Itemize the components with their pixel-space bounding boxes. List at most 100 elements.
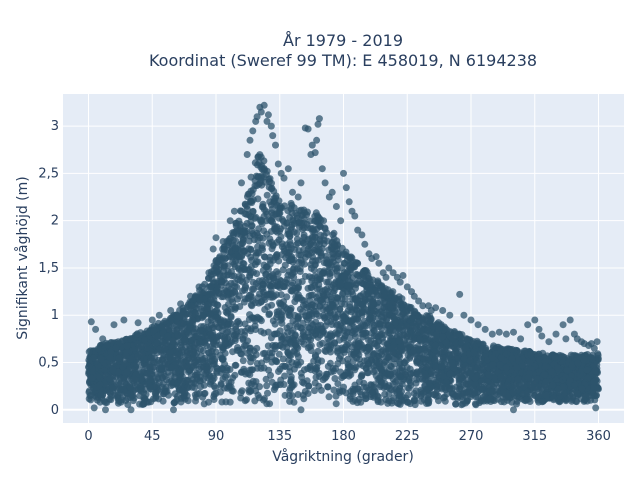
data-point bbox=[291, 348, 298, 355]
data-point bbox=[396, 358, 404, 366]
data-point bbox=[330, 386, 338, 394]
data-point bbox=[333, 267, 341, 275]
data-point bbox=[267, 228, 275, 235]
data-point bbox=[356, 388, 364, 396]
data-point bbox=[395, 337, 403, 345]
data-point bbox=[118, 396, 126, 404]
data-point bbox=[425, 353, 433, 361]
data-point bbox=[123, 342, 131, 350]
data-point bbox=[258, 297, 266, 305]
data-point bbox=[488, 381, 496, 389]
data-point bbox=[396, 382, 404, 390]
data-point bbox=[340, 335, 348, 343]
data-point bbox=[268, 179, 275, 187]
data-point bbox=[308, 301, 316, 309]
data-point bbox=[401, 368, 409, 376]
data-point bbox=[334, 320, 341, 328]
data-point bbox=[258, 165, 266, 173]
data-point bbox=[244, 337, 252, 345]
data-point bbox=[514, 375, 522, 383]
data-point bbox=[346, 392, 354, 400]
data-point bbox=[234, 276, 242, 283]
data-point bbox=[220, 248, 228, 256]
data-point bbox=[262, 375, 270, 383]
data-point bbox=[174, 352, 182, 359]
data-point bbox=[269, 317, 277, 325]
data-point bbox=[594, 384, 602, 392]
data-point bbox=[178, 319, 185, 327]
data-point bbox=[307, 336, 315, 344]
data-point bbox=[189, 319, 197, 326]
data-point bbox=[133, 330, 141, 338]
data-point bbox=[143, 344, 151, 352]
data-point bbox=[294, 361, 302, 369]
data-point bbox=[183, 392, 191, 400]
data-point bbox=[339, 311, 347, 319]
data-point bbox=[268, 205, 276, 213]
data-point bbox=[330, 229, 338, 237]
data-point bbox=[337, 281, 345, 288]
data-point bbox=[192, 397, 199, 405]
data-point bbox=[528, 383, 536, 391]
data-point bbox=[373, 342, 381, 350]
data-point bbox=[265, 311, 273, 319]
data-point bbox=[229, 229, 237, 237]
data-point bbox=[331, 284, 339, 292]
data-point bbox=[567, 351, 575, 359]
data-point bbox=[214, 314, 222, 322]
data-point bbox=[384, 354, 392, 362]
data-point bbox=[252, 252, 260, 260]
data-point bbox=[308, 327, 316, 334]
data-point bbox=[294, 391, 302, 398]
data-point bbox=[380, 303, 388, 311]
data-point bbox=[318, 357, 326, 365]
data-point bbox=[583, 366, 591, 374]
data-point bbox=[199, 356, 206, 364]
data-point bbox=[318, 270, 326, 277]
data-point bbox=[268, 378, 276, 386]
data-point bbox=[334, 252, 342, 260]
data-point bbox=[232, 361, 240, 369]
data-point bbox=[153, 339, 161, 347]
data-point bbox=[193, 371, 201, 379]
data-point bbox=[296, 268, 304, 275]
data-point bbox=[132, 360, 140, 368]
data-point bbox=[167, 364, 175, 372]
data-point bbox=[301, 272, 309, 280]
data-point bbox=[304, 284, 312, 292]
data-point bbox=[457, 385, 465, 393]
data-point bbox=[236, 303, 244, 310]
data-point bbox=[289, 269, 297, 277]
data-point bbox=[289, 317, 297, 325]
data-point bbox=[377, 320, 385, 328]
data-point bbox=[343, 256, 351, 264]
data-point bbox=[555, 388, 563, 396]
data-point bbox=[153, 370, 161, 378]
data-point bbox=[288, 201, 296, 209]
data-point bbox=[404, 398, 412, 406]
data-point bbox=[219, 366, 227, 374]
data-point bbox=[373, 359, 381, 367]
data-point bbox=[439, 372, 447, 380]
data-point bbox=[254, 237, 262, 244]
data-point bbox=[413, 376, 420, 383]
data-point bbox=[150, 327, 158, 335]
data-point bbox=[526, 359, 534, 367]
data-point bbox=[325, 393, 333, 401]
data-point bbox=[211, 300, 219, 308]
data-point bbox=[268, 349, 276, 357]
data-point bbox=[395, 364, 403, 372]
data-point bbox=[112, 344, 120, 352]
data-point bbox=[150, 395, 157, 403]
data-point bbox=[257, 172, 265, 180]
data-point bbox=[216, 332, 224, 340]
data-point bbox=[360, 383, 368, 391]
data-point bbox=[370, 327, 378, 335]
data-point bbox=[233, 283, 241, 291]
data-point bbox=[259, 203, 267, 211]
data-point bbox=[363, 369, 371, 377]
data-point bbox=[262, 271, 270, 279]
data-point bbox=[171, 346, 179, 354]
data-point bbox=[265, 239, 273, 247]
data-point bbox=[397, 322, 405, 330]
